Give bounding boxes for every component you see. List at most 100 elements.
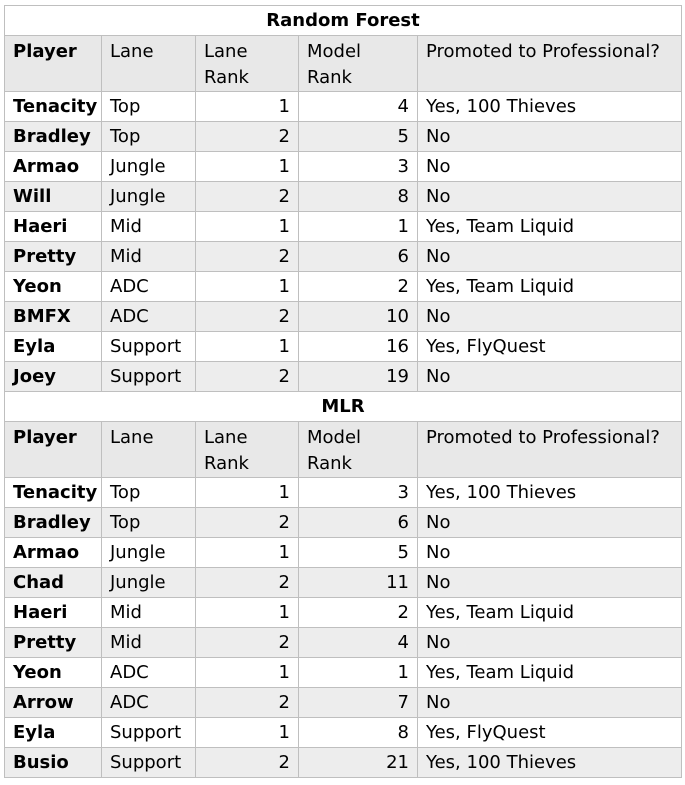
column-header-model-rank: Model Rank — [298, 421, 418, 478]
model-rank-cell: 19 — [298, 361, 418, 392]
lane-rank-cell: 2 — [195, 121, 299, 152]
model-rank-cell: 6 — [298, 507, 418, 538]
promoted-cell: Yes, Team Liquid — [416, 597, 683, 628]
lane-cell: Support — [101, 331, 196, 362]
table-row: Yeon ADC 1 1 Yes, Team Liquid — [4, 657, 683, 688]
model-rank-cell: 1 — [298, 657, 418, 688]
promoted-cell: No — [416, 507, 683, 538]
rankings-table: Random Forest Player Lane Lane Rank Model Ra… — [3, 5, 683, 778]
model-rank-cell: 8 — [298, 717, 418, 748]
promoted-cell: No — [416, 181, 683, 212]
column-header-promoted: Promoted to Professional? — [416, 421, 683, 478]
lane-rank-cell: 1 — [195, 151, 299, 182]
table-row: Haeri Mid 1 1 Yes, Team Liquid — [4, 211, 683, 242]
column-header-row: Player Lane Lane Rank Model Rank Promoted to… — [4, 421, 683, 478]
table-row: Yeon ADC 1 2 Yes, Team Liquid — [4, 271, 683, 302]
promoted-cell: Yes, 100 Thieves — [416, 477, 683, 508]
lane-cell: Mid — [101, 241, 196, 272]
model-rank-cell: 11 — [298, 567, 418, 598]
player-cell: Eyla — [4, 717, 102, 748]
section-title: Random Forest — [3, 5, 683, 36]
table-row: Armao Jungle 1 5 No — [4, 537, 683, 568]
promoted-cell: Yes, 100 Thieves — [416, 747, 683, 778]
player-cell: Armao — [4, 537, 102, 568]
lane-cell: ADC — [101, 301, 196, 332]
rankings-table-container: Random Forest Player Lane Lane Rank Model Ra… — [3, 5, 683, 778]
section-title: MLR — [3, 391, 683, 422]
lane-rank-cell: 2 — [195, 181, 299, 212]
player-cell: Armao — [4, 151, 102, 182]
lane-rank-cell: 2 — [195, 627, 299, 658]
section-title-row: MLR — [3, 391, 683, 422]
promoted-cell: No — [416, 567, 683, 598]
lane-rank-cell: 1 — [195, 717, 299, 748]
player-cell: Arrow — [4, 687, 102, 718]
column-header-lane-rank: Lane Rank — [195, 421, 299, 478]
table-row: Pretty Mid 2 6 No — [4, 241, 683, 272]
model-rank-cell: 21 — [298, 747, 418, 778]
lane-cell: Top — [101, 91, 196, 122]
table-row: Eyla Support 1 16 Yes, FlyQuest — [4, 331, 683, 362]
model-rank-cell: 4 — [298, 627, 418, 658]
player-cell: Pretty — [4, 241, 102, 272]
promoted-cell: Yes, Team Liquid — [416, 271, 683, 302]
table-row: Arrow ADC 2 7 No — [4, 687, 683, 718]
player-cell: Tenacity — [4, 477, 102, 508]
promoted-cell: No — [416, 537, 683, 568]
promoted-cell: No — [416, 121, 683, 152]
model-rank-cell: 5 — [298, 537, 418, 568]
promoted-cell: Yes, Team Liquid — [416, 211, 683, 242]
lane-rank-cell: 1 — [195, 211, 299, 242]
table-row: Tenacity Top 1 4 Yes, 100 Thieves — [4, 91, 683, 122]
column-header-player: Player — [4, 421, 102, 478]
promoted-cell: Yes, 100 Thieves — [416, 91, 683, 122]
column-header-player: Player — [4, 35, 102, 92]
lane-rank-cell: 1 — [195, 331, 299, 362]
player-cell: BMFX — [4, 301, 102, 332]
player-cell: Busio — [4, 747, 102, 778]
model-rank-cell: 3 — [298, 477, 418, 508]
player-cell: Chad — [4, 567, 102, 598]
column-header-lane: Lane — [101, 35, 196, 92]
lane-cell: Top — [101, 121, 196, 152]
player-cell: Bradley — [4, 507, 102, 538]
table-row: Joey Support 2 19 No — [4, 361, 683, 392]
promoted-cell: No — [416, 241, 683, 272]
lane-cell: Support — [101, 747, 196, 778]
lane-cell: Top — [101, 477, 196, 508]
rankings-table-body: Random Forest Player Lane Lane Rank Model Ra… — [3, 5, 683, 778]
table-row: Eyla Support 1 8 Yes, FlyQuest — [4, 717, 683, 748]
lane-rank-cell: 2 — [195, 301, 299, 332]
table-row: Bradley Top 2 6 No — [4, 507, 683, 538]
promoted-cell: No — [416, 301, 683, 332]
lane-rank-cell: 1 — [195, 91, 299, 122]
table-row: Bradley Top 2 5 No — [4, 121, 683, 152]
lane-rank-cell: 2 — [195, 687, 299, 718]
lane-rank-cell: 2 — [195, 507, 299, 538]
model-rank-cell: 2 — [298, 597, 418, 628]
table-row: Will Jungle 2 8 No — [4, 181, 683, 212]
model-rank-cell: 4 — [298, 91, 418, 122]
player-cell: Yeon — [4, 657, 102, 688]
lane-cell: ADC — [101, 687, 196, 718]
promoted-cell: No — [416, 151, 683, 182]
lane-rank-cell: 1 — [195, 657, 299, 688]
section-title-row: Random Forest — [3, 5, 683, 36]
table-row: Armao Jungle 1 3 No — [4, 151, 683, 182]
model-rank-cell: 5 — [298, 121, 418, 152]
table-row: Chad Jungle 2 11 No — [4, 567, 683, 598]
promoted-cell: Yes, Team Liquid — [416, 657, 683, 688]
table-row: Pretty Mid 2 4 No — [4, 627, 683, 658]
promoted-cell: Yes, FlyQuest — [416, 331, 683, 362]
model-rank-cell: 6 — [298, 241, 418, 272]
lane-cell: Jungle — [101, 537, 196, 568]
lane-rank-cell: 2 — [195, 241, 299, 272]
player-cell: Haeri — [4, 211, 102, 242]
lane-rank-cell: 1 — [195, 271, 299, 302]
player-cell: Haeri — [4, 597, 102, 628]
lane-cell: Support — [101, 717, 196, 748]
lane-rank-cell: 2 — [195, 361, 299, 392]
player-cell: Tenacity — [4, 91, 102, 122]
model-rank-cell: 10 — [298, 301, 418, 332]
model-rank-cell: 2 — [298, 271, 418, 302]
